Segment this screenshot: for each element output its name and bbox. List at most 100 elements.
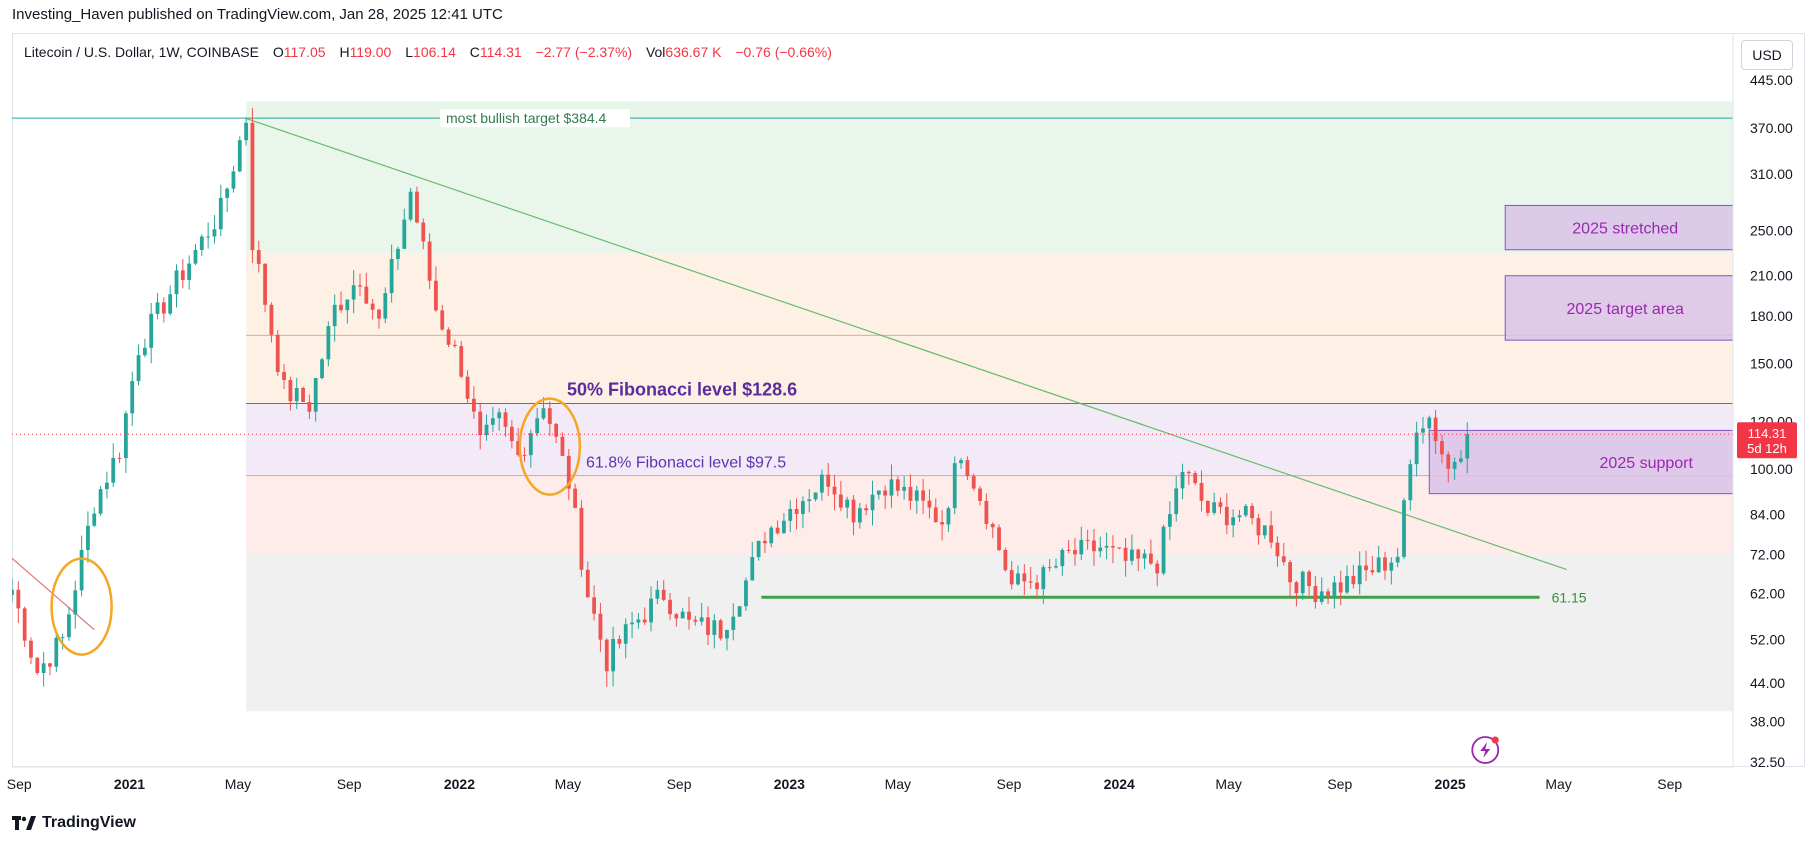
target-box-0[interactable] (1504, 204, 1734, 251)
candle-body (782, 520, 786, 534)
candle-body (503, 412, 508, 427)
candle-body (630, 622, 634, 625)
candle-body (579, 507, 584, 570)
fib-zone-1 (246, 118, 1734, 254)
candle-body (541, 408, 546, 419)
candle-body (1446, 454, 1451, 469)
candle-body (756, 540, 761, 558)
candle-body (434, 280, 438, 311)
candle-body (1421, 428, 1425, 433)
candle-body (142, 347, 147, 356)
candle-body (1332, 582, 1337, 596)
candle-body (1073, 550, 1077, 555)
candle-body (997, 527, 1001, 550)
candle-body (345, 299, 350, 311)
candle-body (193, 249, 198, 264)
x-tick-label: May (225, 776, 251, 792)
highlight-circle-0 (50, 557, 113, 656)
candle-body (1054, 566, 1058, 568)
tradingview-logo-icon (12, 816, 36, 830)
candle-body (307, 402, 312, 412)
candle-body (484, 424, 489, 436)
candle-body (174, 270, 179, 295)
x-tick-label: Sep (1327, 776, 1352, 792)
candle-body (914, 490, 919, 501)
candle-body (453, 344, 457, 347)
close-value: 114.31 (479, 44, 522, 60)
y-tick-label: 250.00 (1750, 222, 1793, 238)
candle-body (604, 639, 609, 672)
candle-body (509, 426, 514, 442)
candle-body (1224, 506, 1229, 526)
candle-body (402, 219, 407, 249)
candle-body (560, 436, 565, 456)
candle-body (237, 140, 242, 172)
candle-body (440, 310, 445, 330)
candle-body (1288, 562, 1292, 583)
x-tick-label: 2021 (114, 776, 145, 792)
candle-body (396, 248, 400, 259)
tradingview-logo[interactable]: TradingView (12, 814, 136, 832)
volume-value: 636.67 K (665, 44, 722, 60)
candle-body (737, 606, 742, 617)
candle-body (465, 376, 470, 399)
candle-body (598, 613, 603, 640)
candle-body (1383, 557, 1387, 571)
candle-body (1205, 500, 1210, 513)
candle-body (1250, 505, 1255, 519)
current-price-value: 114.31 (1748, 426, 1787, 441)
symbol-title[interactable]: Litecoin / U.S. Dollar, 1W, COINBASE (24, 44, 259, 60)
candle-body (79, 550, 84, 591)
candle-body (1098, 547, 1103, 552)
y-tick-label: 62.00 (1750, 586, 1785, 602)
candle-body (231, 171, 236, 189)
candle-body (98, 489, 103, 514)
candle-body (1345, 576, 1349, 593)
candle-body (592, 597, 597, 614)
candle-body (180, 270, 185, 280)
candle-body (1357, 565, 1362, 585)
candles (12, 108, 1470, 687)
candle-body (497, 412, 502, 419)
y-tick-label: 180.00 (1750, 308, 1793, 324)
candle-body (12, 589, 14, 596)
volume-change-value: −0.76 (−0.66%) (735, 44, 832, 60)
target-box-label-2: 2025 support (1600, 455, 1694, 472)
candle-body (1269, 525, 1274, 543)
y-tick-label: 370.00 (1750, 120, 1793, 136)
candle-body (301, 387, 305, 403)
candle-body (1389, 562, 1394, 571)
candle-body (718, 620, 723, 639)
candle-body (1022, 573, 1027, 582)
y-tick-label: 72.00 (1750, 547, 1785, 563)
candle-body (649, 598, 653, 623)
candle-body (889, 479, 894, 496)
candle-body (244, 122, 249, 141)
target-box-1[interactable] (1504, 275, 1734, 341)
high-label: H (339, 44, 350, 60)
candle-body (940, 522, 944, 525)
candle-body (1243, 505, 1248, 516)
currency-button[interactable]: USD (1741, 40, 1793, 70)
y-tick-label: 150.00 (1750, 355, 1793, 371)
candle-body (1130, 549, 1134, 561)
candle-body (212, 229, 217, 237)
candle-body (1174, 488, 1179, 515)
candle-body (1402, 500, 1406, 557)
candle-body (1117, 547, 1122, 549)
candle-body (294, 387, 299, 402)
x-tick-label: 2023 (774, 776, 805, 792)
candle-body (1066, 549, 1071, 551)
candle-body (1009, 570, 1014, 585)
candle-body (459, 346, 464, 377)
candle-body (1452, 461, 1457, 469)
candle-body (1231, 517, 1236, 526)
candle-body (1313, 586, 1318, 602)
candle-body (92, 513, 97, 526)
candle-body (136, 355, 141, 382)
y-tick-label: 310.00 (1750, 166, 1793, 182)
y-tick-label: 44.00 (1750, 675, 1785, 691)
candle-body (282, 372, 286, 380)
candle-body (41, 663, 46, 673)
